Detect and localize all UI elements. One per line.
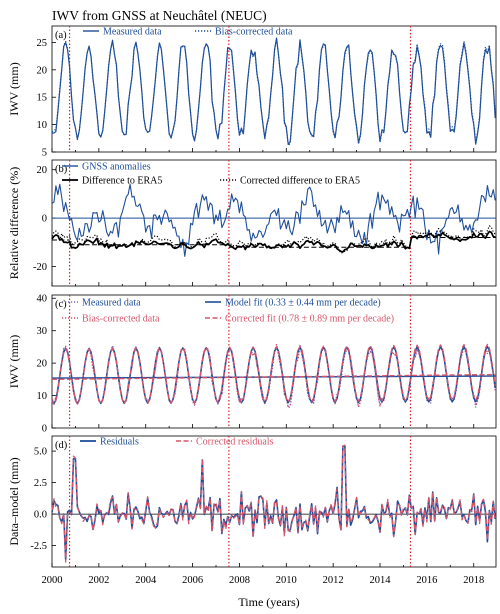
plot-frame <box>51 294 497 429</box>
figure-title: IWV from GNSS at Neuchâtel (NEUC) <box>52 8 267 23</box>
y-tick-label: -2.5 <box>30 541 47 552</box>
x-tick-label: 2008 <box>229 575 250 586</box>
x-tick-label: 2010 <box>276 575 297 586</box>
y-axis-label: Data–model (mm) <box>7 457 21 545</box>
plot-frame <box>51 435 497 568</box>
x-tick-label: 2014 <box>370 575 392 586</box>
y-tick-label: 20 <box>37 65 48 76</box>
trend-line <box>51 373 497 381</box>
x-tick-label: 2012 <box>323 575 344 586</box>
legend-label: Corrected residuals <box>196 437 274 448</box>
legend-label: GNSS anomalies <box>82 162 151 173</box>
y-tick-label: 10 <box>37 391 48 402</box>
y-tick-label: 25 <box>37 38 48 49</box>
plot-frame <box>51 159 497 287</box>
panel-b: -20 0 20 Relative difference (%) (b) GNSS ano… <box>7 159 497 287</box>
y-tick-label: 10 <box>37 120 48 131</box>
series-gnss-anomalies <box>51 183 496 257</box>
y-axis-label: IWV (mm) <box>7 335 21 388</box>
panel-label: (c) <box>55 299 67 310</box>
x-tick-label: 2016 <box>416 575 437 586</box>
panel-label: (a) <box>55 30 67 41</box>
x-tick-label: 2018 <box>463 575 484 586</box>
y-tick-label: 5 <box>42 148 47 159</box>
y-tick-label: 20 <box>37 359 48 370</box>
series-difference-to-era5 <box>51 230 496 253</box>
y-tick-label: 0 <box>42 214 47 225</box>
legend-label: Residuals <box>100 437 139 448</box>
legend-label: Measured data <box>103 27 162 38</box>
y-tick-label: 15 <box>37 93 48 104</box>
y-tick-label: 0 <box>42 424 47 435</box>
panel-d: 5.0 2.5 0.0 -2.5 Data–model (mm) (d) Residuals… <box>7 435 497 568</box>
legend-label: Corrected difference to ERA5 <box>240 176 360 187</box>
y-axis-label: Relative difference (%) <box>7 167 21 279</box>
legend-label: Model fit (0.33 ± 0.44 mm per decade) <box>225 298 381 309</box>
y-tick-label: -20 <box>33 262 47 273</box>
x-tick-label: 2004 <box>135 575 157 586</box>
panel-label: (b) <box>55 164 68 175</box>
series-corrected-fit <box>51 343 496 405</box>
y-tick-label: 30 <box>37 326 48 337</box>
y-tick-label: 2.5 <box>34 478 47 489</box>
x-tick-label: 2006 <box>182 575 203 586</box>
x-tick-label: 2000 <box>42 575 63 586</box>
y-tick-label: 20 <box>37 165 48 176</box>
y-tick-label: 40 <box>37 294 48 305</box>
legend-label: Bias-corrected data <box>215 27 293 38</box>
legend-label: Measured data <box>82 298 141 309</box>
x-axis-label: Time (years) <box>238 595 299 609</box>
y-axis-label: IWV (mm) <box>7 62 21 115</box>
plot-frame <box>51 25 497 153</box>
legend-label: Corrected fit (0.78 ± 0.89 mm per decade… <box>225 314 394 325</box>
series-corrected-residuals <box>51 444 496 563</box>
series-measured-data <box>51 37 496 146</box>
legend-label: Difference to ERA5 <box>82 176 162 187</box>
y-tick-label: 0.0 <box>34 510 47 521</box>
panel-label: (d) <box>55 440 68 451</box>
panels-group: 5 10 15 20 25 IWV (mm) (a) Measured data Bias-co… <box>7 25 497 586</box>
x-tick-label: 2002 <box>88 575 109 586</box>
legend-label: Bias-corrected data <box>82 314 160 325</box>
panel-c: 0 10 20 30 40 IWV (mm) (c) Measured data Bias-co… <box>7 294 497 435</box>
y-tick-label: 5.0 <box>34 447 47 458</box>
panel-a: 5 10 15 20 25 IWV (mm) (a) Measured data Bias-co… <box>7 25 497 159</box>
